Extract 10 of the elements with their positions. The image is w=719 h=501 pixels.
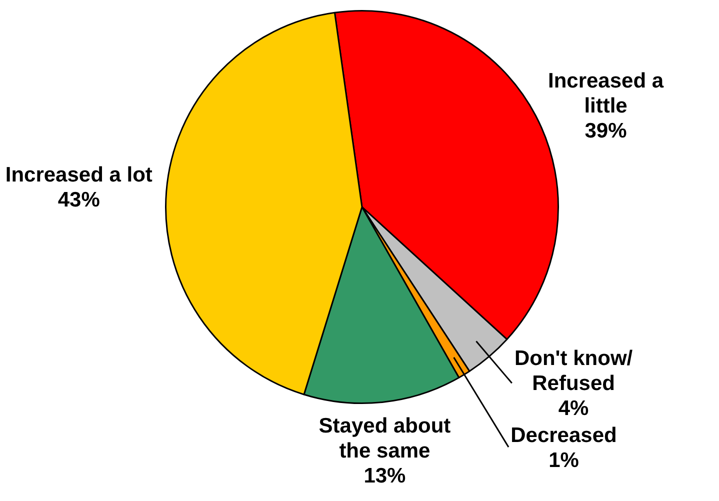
- slice-label: Increased a lot: [5, 163, 152, 186]
- data-label: 1%: [548, 448, 580, 472]
- data-label: 39%: [584, 120, 628, 143]
- slice-label: Stayed about the same: [318, 414, 451, 462]
- slice-label: Decreased: [510, 424, 617, 447]
- data-label: 13%: [364, 464, 406, 488]
- slice-label: Don't know/ Refused: [514, 346, 633, 395]
- data-label: 4%: [558, 396, 590, 420]
- data-label: 43%: [58, 188, 100, 212]
- slice-label: Increased a little: [548, 70, 664, 118]
